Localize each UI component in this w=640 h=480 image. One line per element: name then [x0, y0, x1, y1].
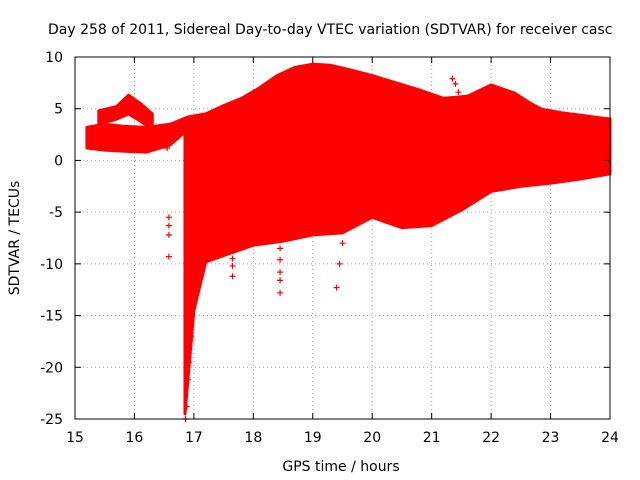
data-point-marker — [277, 256, 284, 263]
data-point-marker — [164, 145, 171, 152]
data-point-marker — [277, 269, 284, 276]
x-tick-label: 17 — [185, 430, 203, 446]
data-point-marker — [183, 403, 190, 410]
x-tick-label: 21 — [423, 430, 441, 446]
x-tick-label: 19 — [304, 430, 322, 446]
data-point-marker — [452, 80, 459, 87]
data-point-marker — [229, 262, 236, 269]
plot-frame — [74, 56, 611, 420]
data-point-marker — [187, 333, 194, 340]
x-axis-ticks: 15 16 17 18 19 20 21 22 23 24 — [66, 57, 619, 446]
series-band-early-tracks — [97, 93, 154, 131]
data-point-marker — [336, 260, 343, 267]
x-tick-label: 18 — [244, 430, 262, 446]
data-point-marker — [184, 376, 191, 383]
data-point-marker — [229, 255, 236, 262]
data-point-marker — [449, 75, 456, 82]
y-tick-label: -25 — [40, 412, 63, 428]
y-tick-label: -10 — [40, 257, 63, 273]
data-point-marker — [455, 89, 462, 96]
data-point-marker — [165, 222, 172, 229]
data-point-marker — [186, 359, 193, 366]
data-point-marker — [229, 273, 236, 280]
data-point-marker — [339, 240, 346, 247]
y-tick-label: -15 — [40, 309, 63, 325]
y-axis-label: SDTVAR / TECUs — [7, 181, 23, 296]
x-tick-label: 20 — [363, 430, 381, 446]
data-point-marker — [277, 277, 284, 284]
y-tick-label: 0 — [54, 153, 63, 169]
data-point-marker — [165, 253, 172, 260]
y-tick-label: 5 — [54, 102, 63, 118]
y-tick-label: -20 — [40, 360, 63, 376]
y-axis-ticks: 10 5 0 -5 -10 -15 -20 -25 — [40, 50, 610, 428]
chart-title: Day 258 of 2011, Sidereal Day-to-day VTE… — [48, 22, 612, 38]
y-tick-label: -5 — [49, 205, 63, 221]
data-point-marker — [342, 224, 349, 231]
x-tick-label: 22 — [482, 430, 500, 446]
data-point-marker — [277, 245, 284, 252]
data-point-marker — [458, 95, 465, 102]
x-tick-label: 16 — [126, 430, 144, 446]
x-tick-label: 24 — [601, 430, 619, 446]
data-point-marker — [165, 231, 172, 238]
data-point-marker — [165, 214, 172, 221]
x-tick-label: 23 — [542, 430, 560, 446]
y-tick-label: 10 — [45, 50, 63, 66]
data-point-marker — [205, 138, 212, 145]
data-point-marker — [333, 284, 340, 291]
data-point-marker — [201, 134, 208, 141]
x-tick-label: 15 — [66, 430, 84, 446]
data-point-marker — [277, 289, 284, 296]
x-axis-label: GPS time / hours — [282, 459, 399, 475]
